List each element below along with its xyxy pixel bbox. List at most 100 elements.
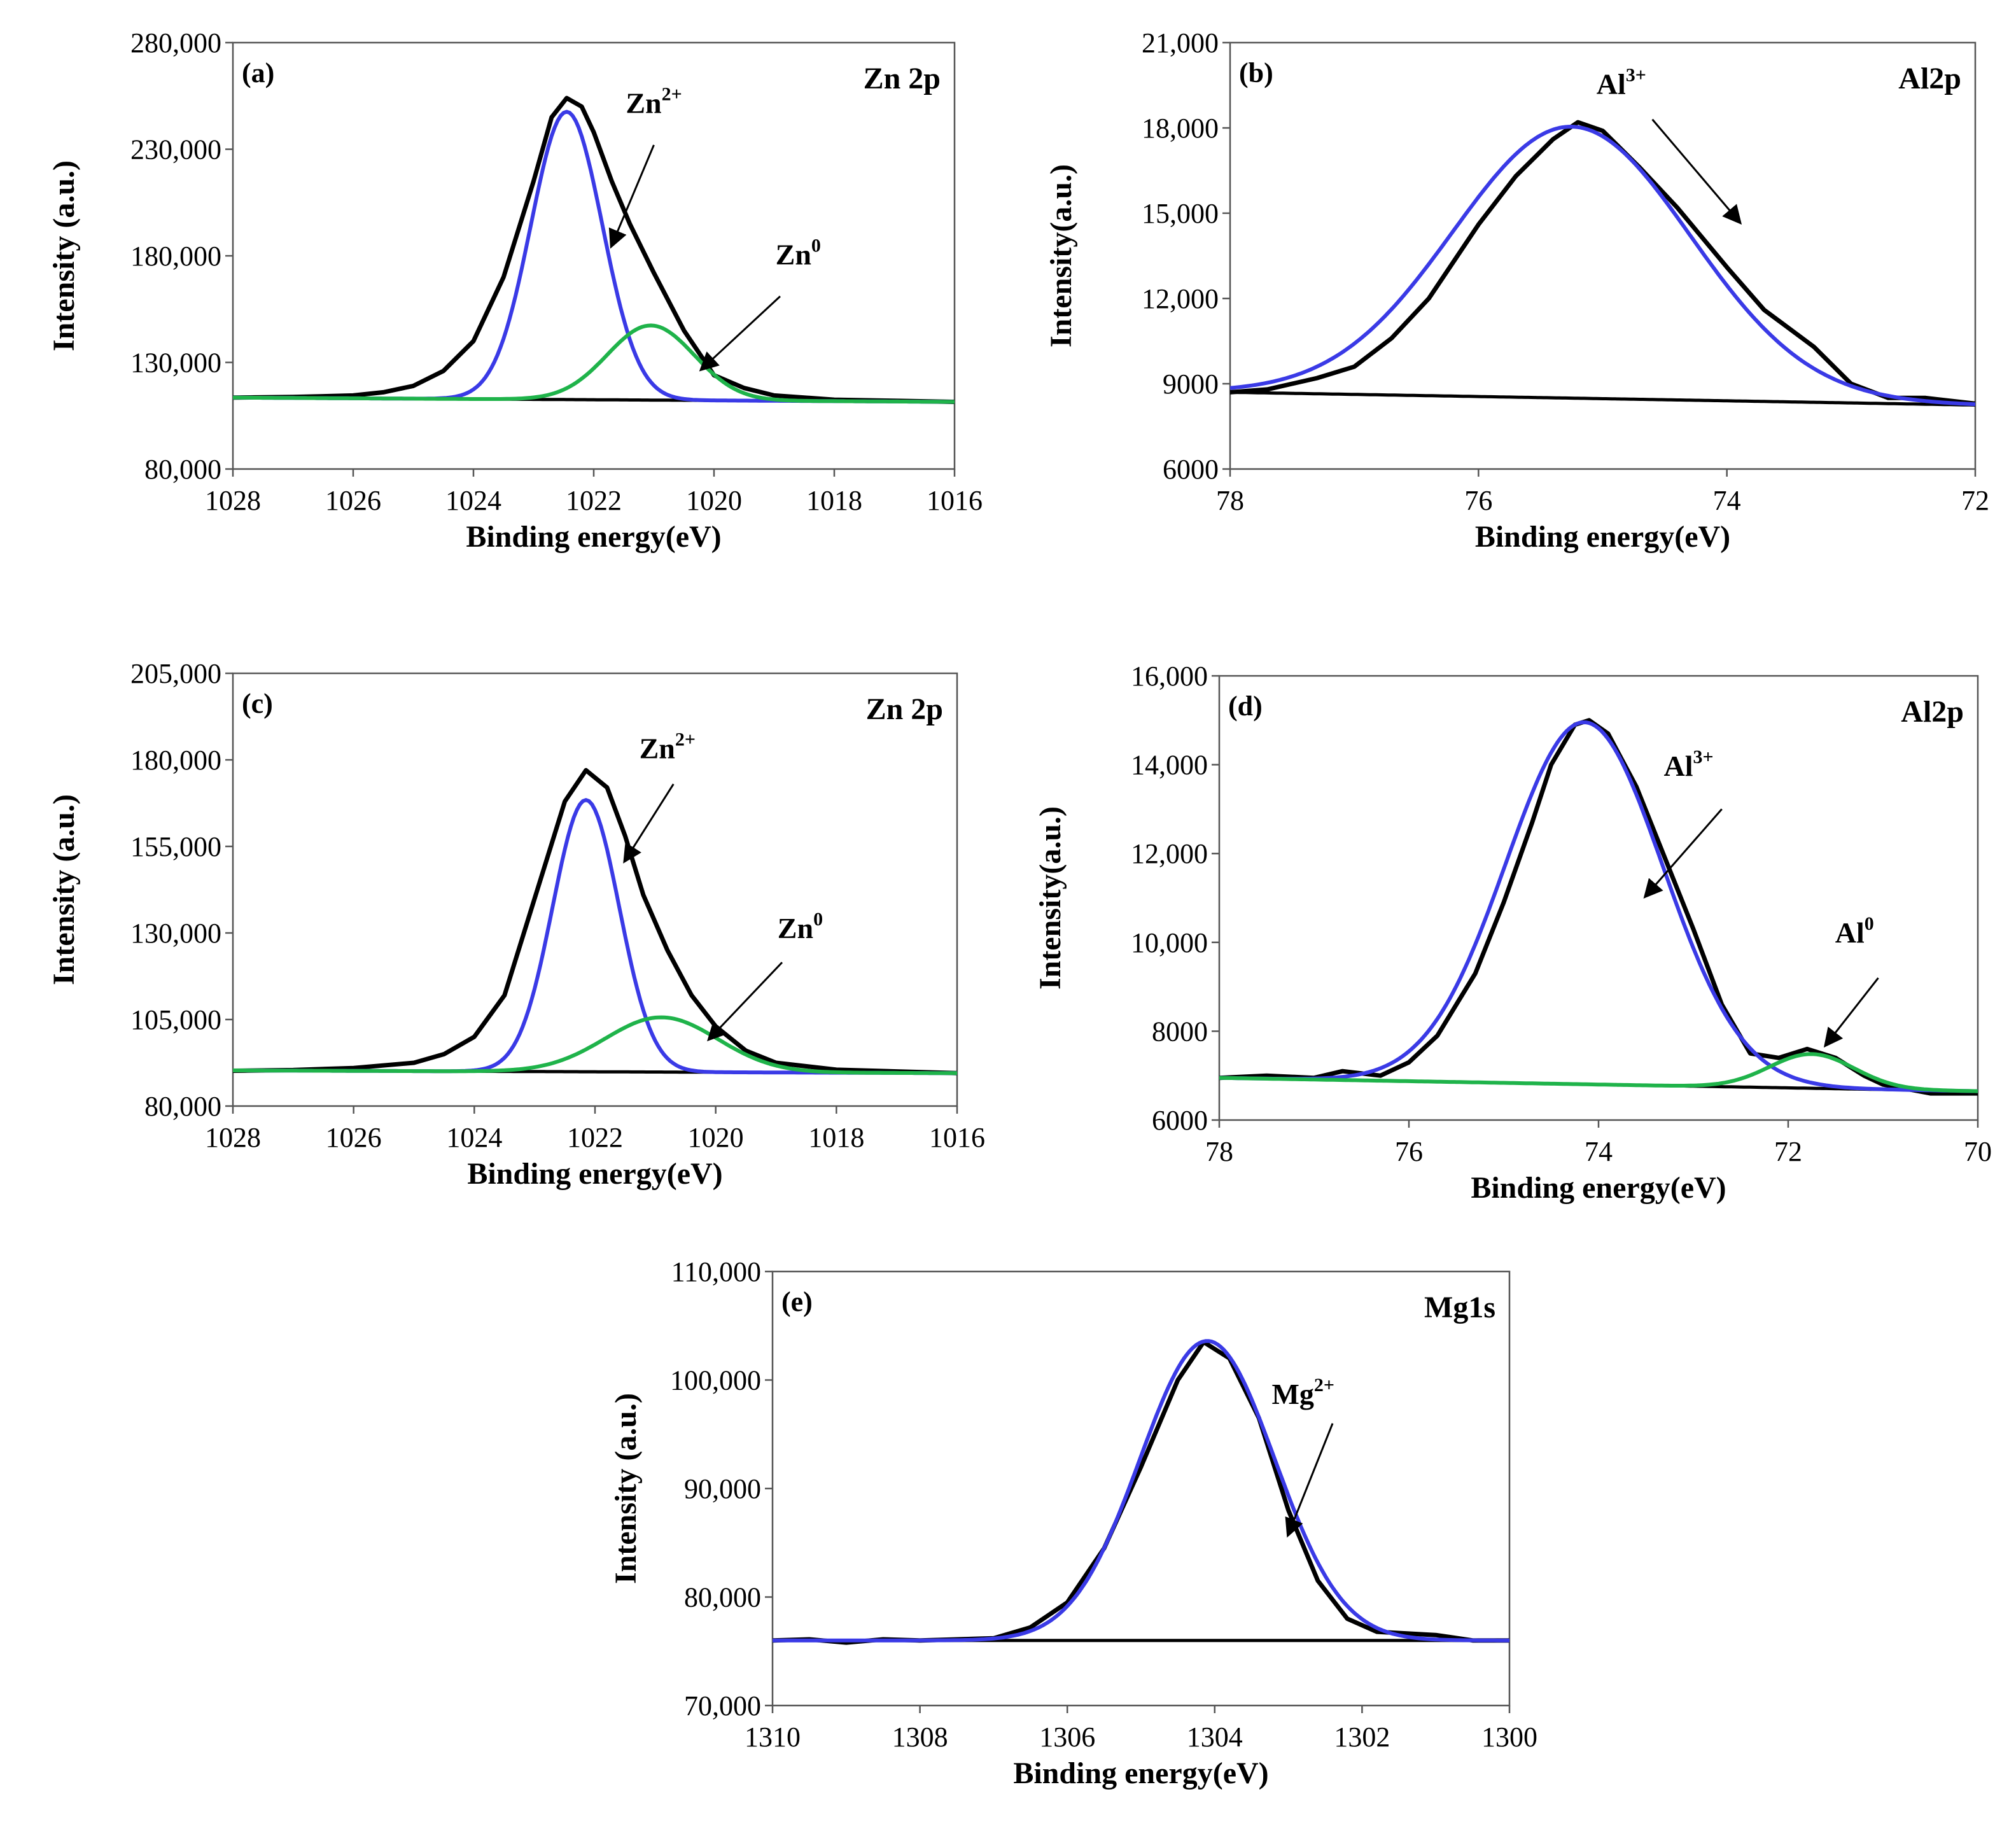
annotation-superscript: 2+ xyxy=(1314,1375,1334,1396)
x-tick-label: 1022 xyxy=(566,485,622,516)
fit-line-zn2plus xyxy=(233,109,955,404)
x-tick-label: 78 xyxy=(1205,1136,1233,1167)
x-axis-label: Binding energy(eV) xyxy=(1013,1756,1268,1790)
x-tick-label: 74 xyxy=(1713,485,1741,516)
y-tick-label: 105,000 xyxy=(130,1004,221,1035)
panel-label: (d) xyxy=(1228,690,1263,722)
x-axis-label: Binding energy(eV) xyxy=(1475,520,1730,554)
annotation-label: Zn0 xyxy=(776,235,821,270)
panel-title: Al2p xyxy=(1898,62,1961,95)
y-tick-label: 12,000 xyxy=(1142,283,1219,314)
panel-label: (c) xyxy=(242,688,273,719)
y-axis-label: Intensity (a.u.) xyxy=(609,1393,643,1584)
raw-spectrum-line xyxy=(1230,120,1975,406)
x-tick-label: 72 xyxy=(1774,1136,1802,1167)
y-tick-label: 155,000 xyxy=(130,831,221,862)
annotation-zn0: Zn0 xyxy=(707,909,823,1042)
raw-spectrum-line xyxy=(773,1340,1509,1645)
annotation-base: Zn xyxy=(778,912,813,944)
annotation-label: Mg2+ xyxy=(1271,1375,1334,1410)
annotation-base: Mg xyxy=(1271,1378,1313,1410)
y-tick-label: 9000 xyxy=(1163,368,1219,400)
y-axis-label: Intensity(a.u.) xyxy=(1033,806,1067,990)
annotation-superscript: 0 xyxy=(1865,913,1874,934)
x-tick-label: 1024 xyxy=(446,1122,502,1153)
panel-label: (b) xyxy=(1239,57,1273,88)
x-tick-label: 1018 xyxy=(808,1122,864,1153)
annotation-mg2plus: Mg2+ xyxy=(1271,1375,1334,1538)
annotation-base: Al xyxy=(1663,750,1693,782)
annotation-base: Zn xyxy=(776,238,811,270)
y-tick-label: 16,000 xyxy=(1131,661,1208,692)
x-tick-label: 1028 xyxy=(205,485,261,516)
annotation-zn0: Zn0 xyxy=(699,235,821,372)
x-tick-label: 76 xyxy=(1395,1136,1423,1167)
x-tick-label: 1018 xyxy=(806,485,862,516)
annotation-superscript: 2+ xyxy=(675,729,696,750)
annotation-base: Al xyxy=(1835,916,1865,949)
panel-title: Mg1s xyxy=(1424,1291,1495,1324)
y-tick-label: 205,000 xyxy=(130,658,221,689)
annotation-arrow xyxy=(623,783,675,864)
y-tick-label: 180,000 xyxy=(130,241,221,272)
fit-line-al3plus xyxy=(1219,720,1978,1093)
annotation-arrow xyxy=(608,144,655,249)
plot-area xyxy=(1219,718,1978,1096)
x-tick-label: 1026 xyxy=(326,1122,382,1153)
x-tick-label: 70 xyxy=(1964,1136,1992,1167)
panel-d: 6000 8000 10,000 12,000 14,000 16,000 78 76 74 72… xyxy=(1033,661,1992,1205)
y-tick-label: 18,000 xyxy=(1142,113,1219,144)
annotation-label: Zn2+ xyxy=(626,84,682,120)
panel-e: 70,000 80,000 90,000 100,000 110,000 1310 1308… xyxy=(609,1256,1537,1790)
x-tick-label: 1020 xyxy=(688,1122,744,1153)
annotation-superscript: 0 xyxy=(813,909,823,930)
annotation-superscript: 3+ xyxy=(1693,746,1713,767)
y-tick-label: 130,000 xyxy=(130,347,221,379)
annotation-label: Al3+ xyxy=(1663,746,1713,782)
annotation-al0: Al0 xyxy=(1823,913,1879,1048)
y-tick-label: 110,000 xyxy=(671,1256,761,1287)
y-tick-label: 80,000 xyxy=(144,1091,221,1122)
y-tick-label: 6000 xyxy=(1163,454,1219,485)
plot-area xyxy=(773,1339,1509,1645)
annotation-label: Zn0 xyxy=(778,909,823,944)
y-tick-label: 80,000 xyxy=(684,1582,761,1613)
fit-line-al0 xyxy=(1219,1052,1978,1093)
y-tick-label: 100,000 xyxy=(670,1365,761,1396)
y-tick-label: 230,000 xyxy=(130,134,221,165)
x-tick-label: 1306 xyxy=(1039,1721,1095,1753)
panel-a: 80,000 130,000 180,000 230,000 280,000 1028 10… xyxy=(47,27,983,554)
x-tick-label: 1302 xyxy=(1334,1721,1390,1753)
x-tick-label: 1016 xyxy=(929,1122,985,1153)
x-tick-label: 1026 xyxy=(325,485,381,516)
annotation-arrow xyxy=(1285,1423,1334,1538)
panel-title: Al2p xyxy=(1901,695,1964,729)
y-tick-label: 10,000 xyxy=(1131,927,1208,958)
annotation-label: Zn2+ xyxy=(640,729,696,764)
annotation-superscript: 2+ xyxy=(662,84,682,105)
annotation-superscript: 0 xyxy=(811,235,821,256)
annotation-base: Zn xyxy=(626,87,661,120)
y-tick-label: 12,000 xyxy=(1131,838,1208,869)
x-tick-label: 1300 xyxy=(1481,1721,1537,1753)
fit-line-al3plus xyxy=(1230,125,1975,407)
panel-b: 6000 9000 12,000 15,000 18,000 21,000 78 76 74 72… xyxy=(1044,27,1989,554)
annotation-arrow xyxy=(1823,977,1879,1048)
x-tick-label: 1304 xyxy=(1187,1721,1243,1753)
fit-line-zn2plus xyxy=(233,798,957,1076)
x-tick-label: 1024 xyxy=(445,485,501,516)
x-tick-label: 74 xyxy=(1585,1136,1613,1167)
annotation-al3plus: Al3+ xyxy=(1643,746,1723,899)
y-tick-label: 6000 xyxy=(1152,1105,1208,1136)
plot-area xyxy=(233,95,955,404)
plot-area xyxy=(233,767,957,1076)
y-tick-label: 130,000 xyxy=(130,918,221,949)
panel-title: Zn 2p xyxy=(864,62,941,95)
y-tick-label: 8000 xyxy=(1152,1016,1208,1047)
annotation-al3plus: Al3+ xyxy=(1597,64,1742,225)
raw-spectrum-line xyxy=(233,767,957,1076)
x-tick-label: 1028 xyxy=(205,1122,261,1153)
annotation-arrow xyxy=(707,962,783,1042)
plot-frame xyxy=(1229,41,1977,470)
